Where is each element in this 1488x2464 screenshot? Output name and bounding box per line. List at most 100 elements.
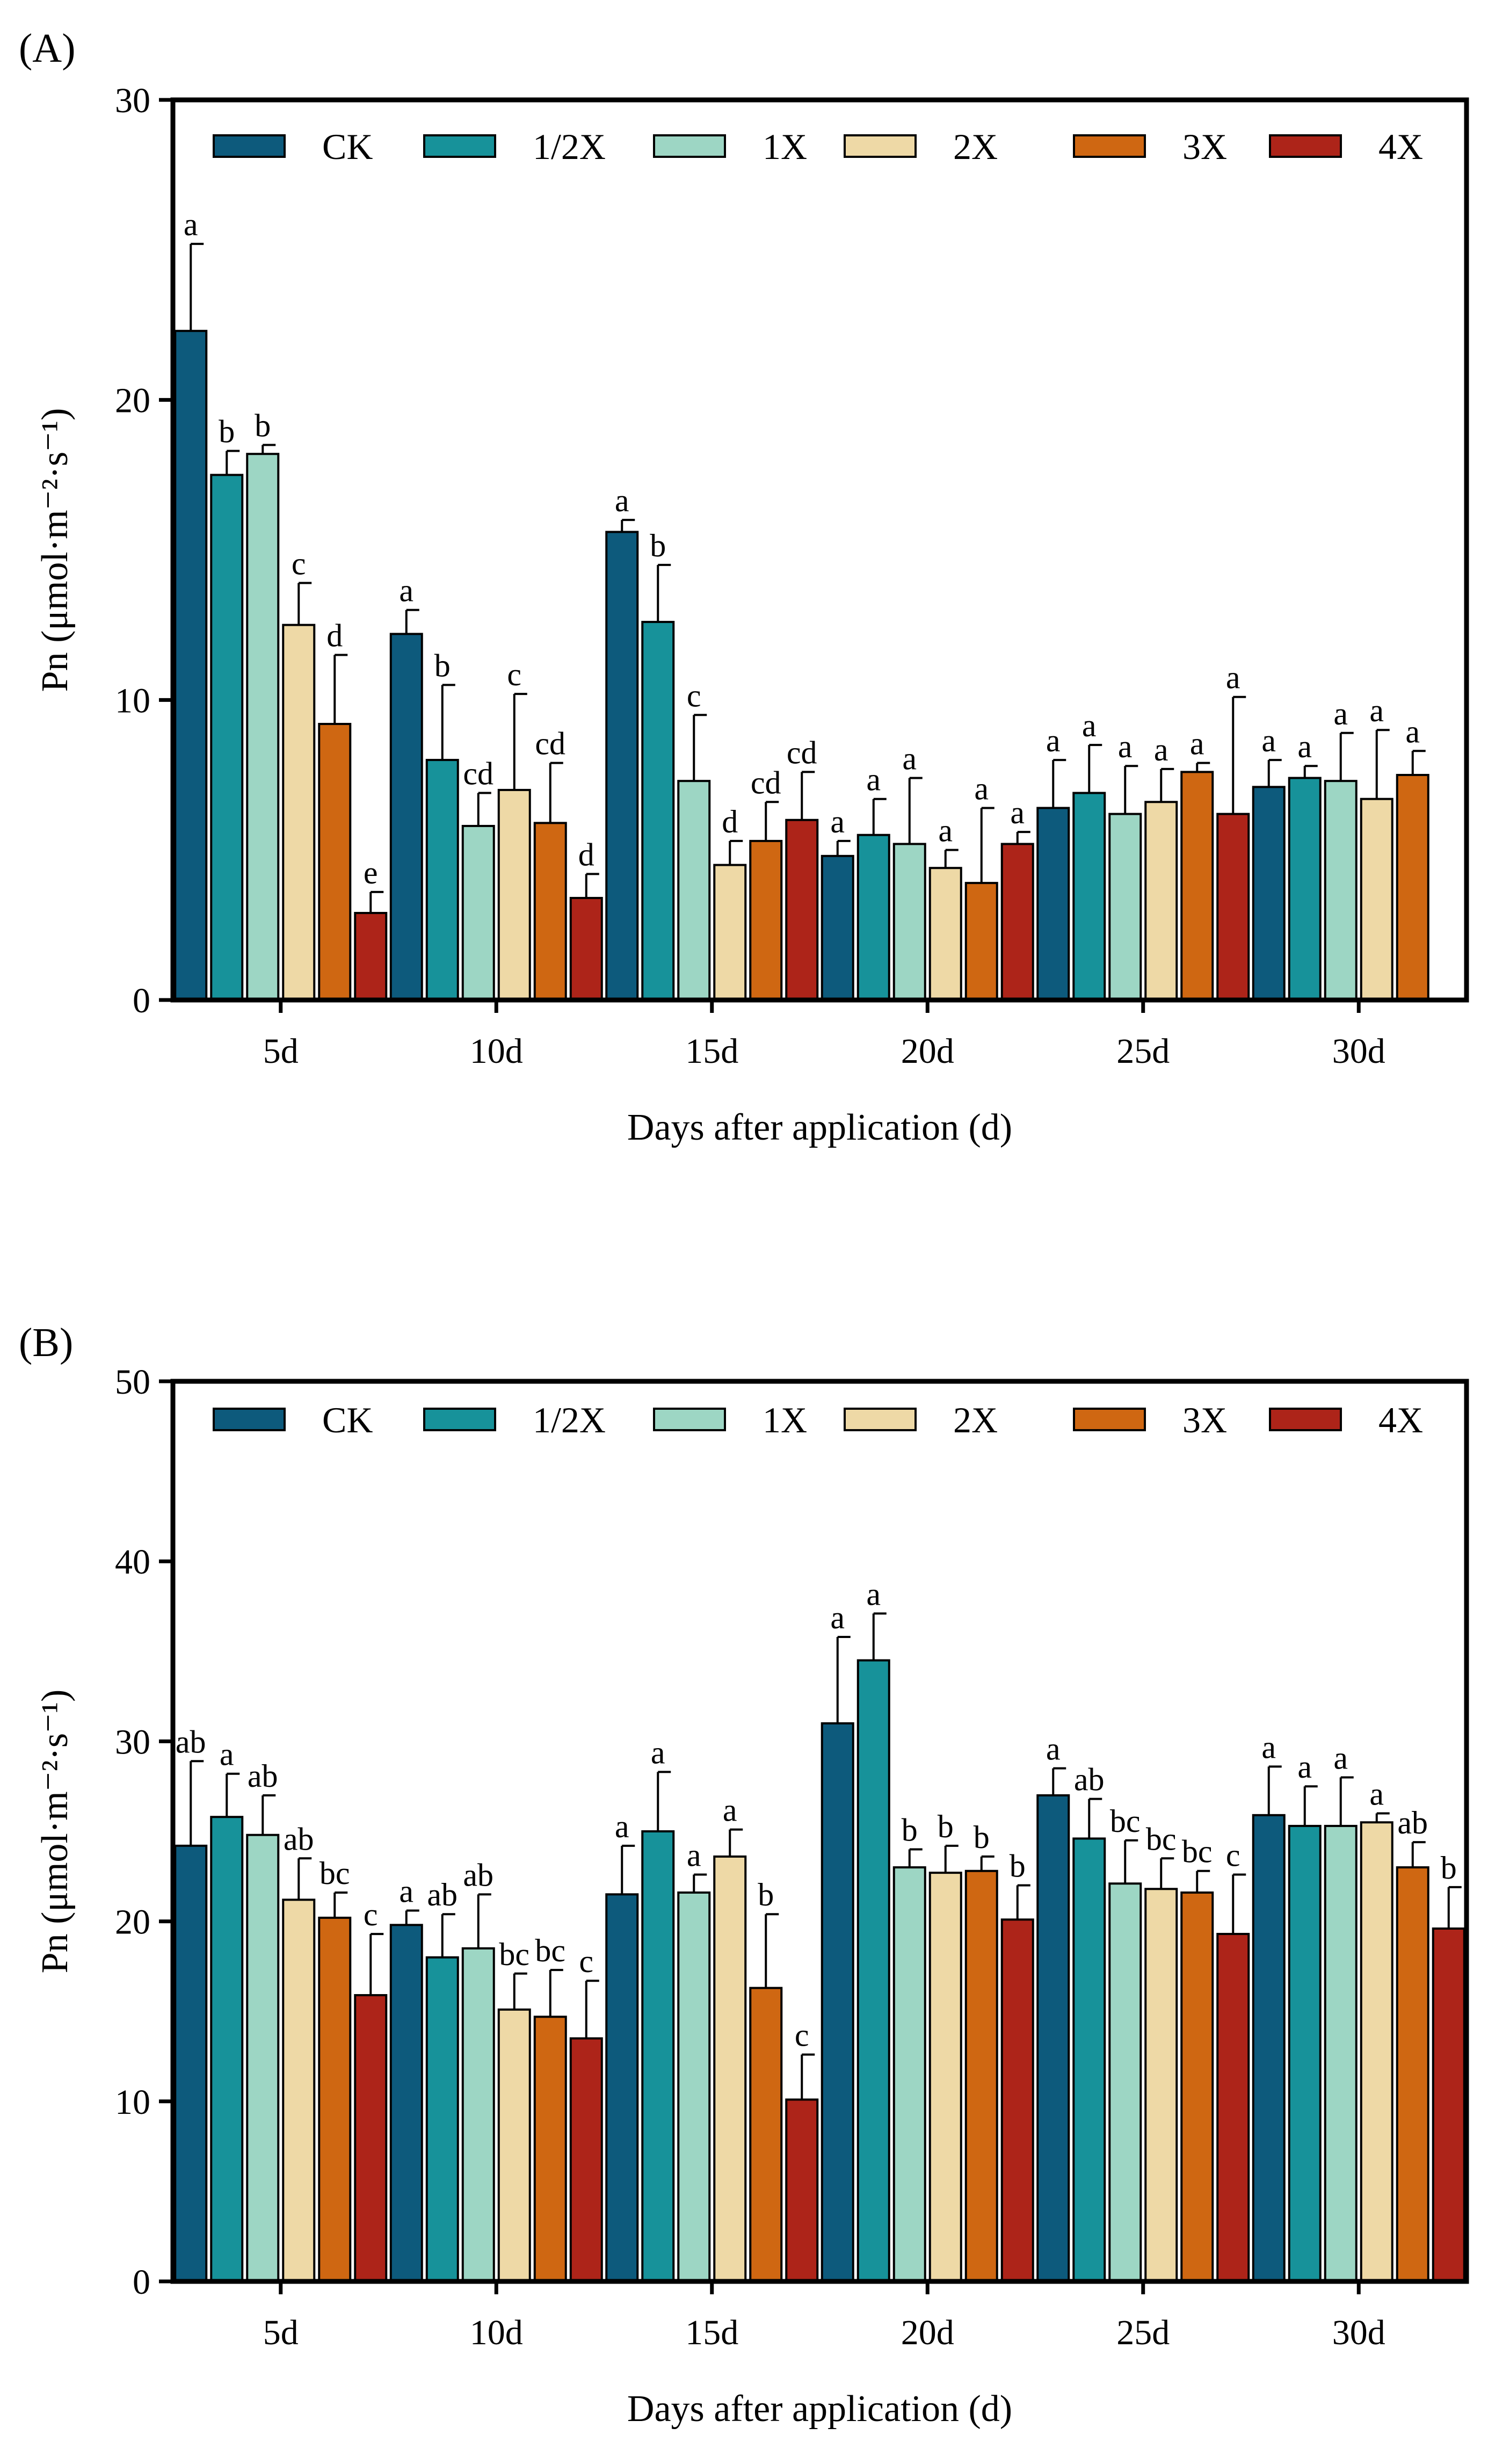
bar	[1108, 813, 1142, 1002]
bar	[641, 1830, 675, 2282]
significance-label: b	[255, 408, 271, 443]
bar	[964, 882, 998, 1001]
significance-label: b	[650, 528, 666, 563]
panel-label: (A)	[19, 26, 76, 71]
bar	[641, 621, 675, 1001]
legend-swatch	[1269, 134, 1342, 158]
bar	[1072, 1837, 1106, 2282]
legend-label: 3X	[1182, 1400, 1227, 1440]
significance-label: d	[326, 618, 343, 654]
legend-swatch	[653, 1408, 726, 1431]
significance-label: a	[1010, 795, 1025, 830]
legend-label: 1/2X	[533, 126, 606, 167]
significance-label: ab	[1074, 1762, 1105, 1798]
bar	[928, 867, 962, 1001]
bar	[1432, 1927, 1465, 2283]
bar	[785, 2098, 819, 2282]
significance-label: a	[615, 483, 629, 518]
significance-label: a	[184, 207, 198, 242]
x-tick-label: 20d	[901, 1032, 954, 1071]
bar	[1036, 1794, 1070, 2282]
legend-label: 1X	[763, 1400, 807, 1440]
significance-label: c	[364, 1897, 378, 1932]
bar	[749, 1987, 783, 2282]
significance-label: a	[1261, 723, 1276, 758]
bar	[318, 723, 352, 1001]
significance-label: a	[1261, 1729, 1276, 1765]
significance-label: a	[399, 573, 413, 608]
bar	[677, 780, 711, 1001]
x-tick-label: 5d	[263, 1032, 299, 1071]
bar	[1396, 774, 1429, 1001]
significance-label: a	[1226, 660, 1240, 695]
bar	[246, 1833, 280, 2283]
y-tick-label: 0	[133, 981, 150, 1020]
bar	[821, 854, 854, 1001]
x-tick-label: 30d	[1332, 1032, 1385, 1071]
significance-label: a	[938, 813, 953, 849]
bar	[425, 1956, 459, 2282]
significance-label: ab	[284, 1821, 314, 1857]
bar	[1288, 1824, 1322, 2283]
significance-label: c	[507, 657, 521, 692]
legend-label: 1X	[763, 126, 807, 167]
x-tick-label: 25d	[1116, 1032, 1170, 1071]
legend-label: CK	[322, 1400, 373, 1440]
bar	[497, 2008, 531, 2282]
bar	[1252, 1814, 1286, 2283]
bar	[1180, 1891, 1214, 2282]
bar	[1360, 1821, 1393, 2282]
bar	[1252, 786, 1286, 1001]
bar	[1000, 843, 1034, 1001]
y-tick-label: 20	[115, 381, 150, 421]
bar	[533, 2016, 567, 2283]
significance-label: b	[219, 414, 235, 450]
bar	[1144, 1888, 1178, 2282]
legend-label: 1/2X	[533, 1400, 606, 1440]
legend-swatch	[1269, 1408, 1342, 1431]
panel-label: (B)	[19, 1320, 73, 1365]
significance-label: b	[974, 1820, 990, 1855]
legend-swatch	[213, 1408, 286, 1431]
bar	[713, 1855, 747, 2282]
legend-label: 4X	[1378, 126, 1423, 167]
bar	[569, 2037, 603, 2282]
significance-label: a	[974, 771, 989, 806]
y-tick-label: 10	[115, 681, 150, 720]
bar	[1000, 1918, 1034, 2283]
significance-label: b	[1441, 1850, 1457, 1886]
significance-label: a	[651, 1735, 665, 1770]
significance-label: bc	[499, 1937, 529, 1972]
legend-swatch	[213, 134, 286, 158]
bar	[713, 864, 747, 1001]
significance-label: bc	[1182, 1834, 1213, 1869]
significance-label: a	[1333, 696, 1348, 731]
plot-frame	[170, 97, 1469, 1003]
significance-label: ab	[248, 1758, 278, 1794]
bar	[892, 1866, 926, 2283]
significance-label: cd	[751, 765, 781, 800]
y-axis-title: Pn (μmol·m⁻²·s⁻¹)	[34, 1690, 76, 1974]
significance-label: a	[1190, 726, 1204, 762]
legend-swatch	[423, 134, 496, 158]
bar	[425, 759, 459, 1001]
legend-label: 2X	[953, 126, 998, 167]
significance-label: a	[723, 1793, 737, 1828]
legend-swatch	[423, 1408, 496, 1431]
y-tick-label: 30	[115, 81, 150, 120]
x-tick-label: 15d	[685, 1032, 738, 1071]
bar	[892, 843, 926, 1001]
bar	[1216, 813, 1250, 1002]
significance-label: a	[1333, 1740, 1348, 1775]
significance-label: c	[687, 678, 701, 713]
significance-label: b	[758, 1877, 774, 1912]
bar	[928, 1872, 962, 2282]
bar	[318, 1916, 352, 2282]
y-tick-label: 50	[115, 1363, 150, 1402]
significance-label: e	[364, 855, 378, 890]
significance-label: b	[434, 648, 451, 683]
x-axis-title: Days after application (d)	[627, 1107, 1012, 1148]
bar	[174, 1844, 208, 2282]
significance-label: c	[292, 546, 306, 581]
